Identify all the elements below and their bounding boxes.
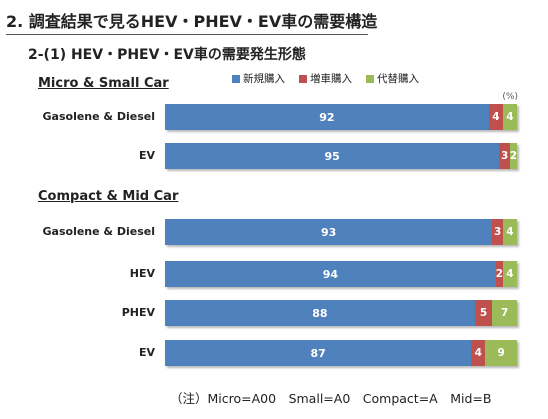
bar-segment-new: 94 bbox=[165, 261, 496, 287]
bar-segment-replacement: 7 bbox=[492, 300, 517, 326]
bar-segment-new: 88 bbox=[165, 300, 475, 326]
legend-swatch-additional bbox=[299, 74, 307, 83]
bar-segment-replacement: 4 bbox=[502, 104, 517, 130]
legend-label-additional: 増車購入 bbox=[310, 73, 352, 85]
bar-segment-additional: 3 bbox=[499, 143, 510, 169]
row-label: EV bbox=[138, 149, 155, 162]
bar-segment-replacement: 4 bbox=[502, 261, 517, 287]
bar-segment-new: 87 bbox=[165, 340, 472, 366]
bar-segment-additional: 4 bbox=[471, 340, 486, 366]
legend-swatch-replacement bbox=[366, 74, 374, 83]
bar-segment-additional: 4 bbox=[488, 104, 503, 130]
legend-item-replacement: 代替購入 bbox=[366, 71, 419, 86]
title-underline bbox=[6, 34, 368, 35]
footnote: （注）Micro=A00 Small=A0 Compact=A Mid=B bbox=[170, 391, 492, 406]
chart-legend: 新規購入 増車購入 代替購入 bbox=[232, 71, 419, 86]
group-label-micro-small: Micro & Small Car bbox=[38, 76, 169, 91]
bar-segment-new: 95 bbox=[165, 143, 500, 169]
bar-segment-additional: 2 bbox=[496, 261, 503, 287]
stacked-bar: 87 4 9 bbox=[165, 340, 517, 366]
row-label: Gasolene & Diesel bbox=[42, 110, 155, 123]
bar-segment-replacement: 4 bbox=[502, 219, 517, 245]
chart-subtitle: 2-(1) HEV・PHEV・EV車の需要発生形態 bbox=[28, 47, 306, 63]
legend-swatch-new bbox=[232, 74, 240, 83]
unit-label: (%) bbox=[502, 92, 518, 102]
legend-label-new: 新規購入 bbox=[243, 73, 285, 85]
stacked-bar: 92 4 4 bbox=[165, 104, 517, 130]
group-label-compact-mid: Compact & Mid Car bbox=[38, 189, 179, 204]
stacked-bar: 94 2 4 bbox=[165, 261, 517, 287]
page-title: 2. 調査結果で見るHEV・PHEV・EV車の需要構造 bbox=[6, 12, 378, 31]
legend-label-replacement: 代替購入 bbox=[377, 73, 419, 85]
bar-segment-replacement: 9 bbox=[485, 340, 517, 366]
stacked-bar: 88 5 7 bbox=[165, 300, 517, 326]
stacked-bar: 93 3 4 bbox=[165, 219, 517, 245]
bar-segment-new: 92 bbox=[165, 104, 489, 130]
row-label: HEV bbox=[129, 267, 155, 280]
legend-item-new: 新規購入 bbox=[232, 71, 285, 86]
row-label: Gasolene & Diesel bbox=[42, 225, 155, 238]
bar-segment-additional: 3 bbox=[492, 219, 503, 245]
bar-segment-additional: 5 bbox=[474, 300, 493, 326]
stacked-bar: 95 3 2 bbox=[165, 143, 517, 169]
bar-segment-replacement: 2 bbox=[510, 143, 517, 169]
bar-segment-new: 93 bbox=[165, 219, 493, 245]
legend-item-additional: 増車購入 bbox=[299, 71, 352, 86]
row-label: EV bbox=[138, 346, 155, 359]
row-label: PHEV bbox=[121, 306, 155, 319]
